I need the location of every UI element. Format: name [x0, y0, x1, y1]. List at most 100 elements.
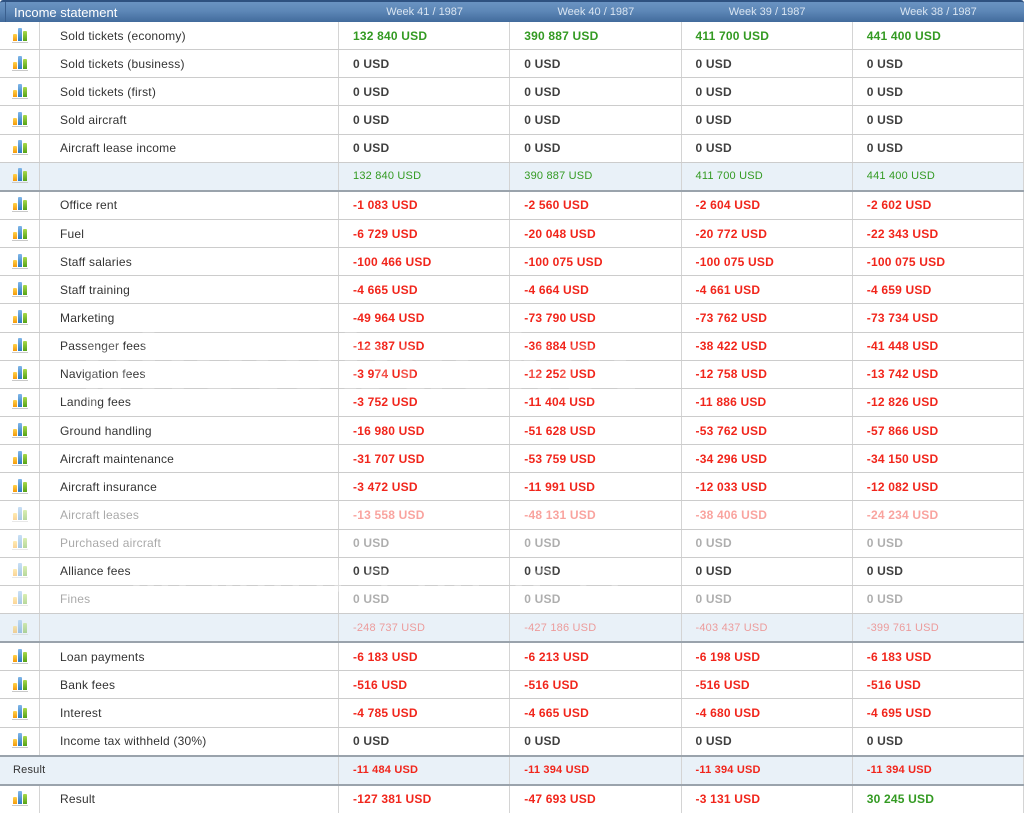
row-icon-cell — [0, 727, 40, 755]
row-value-week-40: 0 USD — [510, 529, 682, 557]
bar-chart-icon[interactable] — [11, 648, 28, 664]
bar-chart-icon[interactable] — [11, 450, 28, 466]
row-value-week-38: -12 082 USD — [853, 473, 1024, 501]
row-value-week-38: -11 394 USD — [853, 756, 1024, 784]
bar-chart-icon[interactable] — [11, 563, 28, 579]
row-label-cell: Alliance fees — [40, 557, 339, 585]
row-label: Income tax withheld (30%) — [60, 734, 207, 749]
row-value-week-38: -2 602 USD — [853, 191, 1024, 219]
row-value-week-38: 441 400 USD — [853, 162, 1024, 190]
row-value-week-39: 0 USD — [682, 557, 853, 585]
row-value-week-38: 0 USD — [853, 78, 1024, 106]
bar-chart-icon[interactable] — [11, 422, 28, 438]
row-value-week-40: -12 252 USD — [510, 360, 682, 388]
bar-chart-icon[interactable] — [11, 253, 28, 269]
bar-chart-icon[interactable] — [11, 225, 28, 241]
row-value-week-41: -516 USD — [339, 671, 511, 699]
table-row: Navigation fees -3 974 USD -12 252 USD -… — [0, 359, 1024, 388]
table-row: Ground handling -16 980 USD -51 628 USD … — [0, 415, 1024, 445]
table-row: Result -127 381 USD -47 693 USD -3 131 U… — [0, 783, 1024, 813]
row-label: Ground handling — [60, 423, 152, 438]
row-label-cell: Result — [40, 785, 339, 813]
bar-chart-icon[interactable] — [11, 591, 28, 607]
bar-chart-icon[interactable] — [11, 394, 28, 410]
row-icon-cell — [0, 785, 40, 813]
column-header-week-40: Week 40 / 1987 — [557, 6, 635, 18]
bar-chart-icon[interactable] — [11, 55, 28, 71]
row-label-cell: Staff salaries — [40, 248, 339, 276]
table-row: 132 840 USD 390 887 USD 411 700 USD 441 … — [0, 161, 1024, 190]
row-label-cell: Sold tickets (first) — [40, 78, 339, 106]
bar-chart-icon[interactable] — [11, 27, 28, 43]
table-row: Aircraft maintenance -31 707 USD -53 759… — [0, 444, 1024, 473]
table-row: Passenger fees -12 387 USD -36 884 USD -… — [0, 331, 1024, 360]
row-value-week-38: 0 USD — [853, 727, 1024, 755]
row-icon-cell — [0, 473, 40, 501]
row-value-week-41: 132 840 USD — [339, 162, 511, 190]
bar-chart-icon[interactable] — [11, 791, 28, 807]
bar-chart-icon[interactable] — [11, 619, 28, 635]
table-row: Loan payments -6 183 USD -6 213 USD -6 1… — [0, 641, 1024, 671]
bar-chart-icon[interactable] — [11, 478, 28, 494]
row-value-week-40: -11 991 USD — [510, 473, 682, 501]
row-label-cell: Staff training — [40, 276, 339, 304]
table-row: Staff salaries -100 466 USD -100 075 USD… — [0, 247, 1024, 276]
row-value-week-40: -20 048 USD — [510, 219, 682, 248]
table-row: Sold tickets (economy) 132 840 USD 390 8… — [0, 22, 1024, 50]
bar-chart-icon[interactable] — [11, 676, 28, 692]
row-value-week-38: 0 USD — [853, 529, 1024, 557]
bar-chart-icon[interactable] — [11, 168, 28, 184]
bar-chart-icon[interactable] — [11, 338, 28, 354]
row-value-week-41: -3 752 USD — [339, 388, 511, 416]
row-label-cell: Aircraft lease income — [40, 134, 339, 162]
row-icon-cell — [0, 529, 40, 557]
row-value-week-38: 0 USD — [853, 134, 1024, 162]
row-label: Fines — [60, 592, 91, 607]
table-row: Interest -4 785 USD -4 665 USD -4 680 US… — [0, 698, 1024, 727]
bar-chart-icon[interactable] — [11, 733, 28, 749]
row-value-week-38: -24 234 USD — [853, 501, 1024, 529]
row-label: Sold tickets (economy) — [60, 28, 186, 43]
row-icon-cell — [0, 360, 40, 388]
bar-chart-icon[interactable] — [11, 309, 28, 325]
row-label-cell: Sold tickets (business) — [40, 50, 339, 78]
bar-chart-icon[interactable] — [11, 704, 28, 720]
bar-chart-icon[interactable] — [11, 197, 28, 213]
bar-chart-icon[interactable] — [11, 366, 28, 382]
bar-chart-icon[interactable] — [11, 140, 28, 156]
row-value-week-41: -127 381 USD — [339, 785, 511, 813]
row-value-week-40: 390 887 USD — [510, 162, 682, 190]
bar-chart-icon[interactable] — [11, 281, 28, 297]
row-label-cell: Marketing — [40, 304, 339, 332]
row-icon-cell — [0, 106, 40, 134]
row-value-week-39: -38 422 USD — [682, 332, 853, 360]
row-value-week-39: -73 762 USD — [682, 304, 853, 332]
bar-chart-icon[interactable] — [11, 535, 28, 551]
row-label: Office rent — [60, 198, 118, 213]
row-value-week-39: 0 USD — [682, 529, 853, 557]
row-value-week-41: 0 USD — [339, 585, 511, 613]
row-value-week-40: -100 075 USD — [510, 248, 682, 276]
row-value-week-38: 0 USD — [853, 106, 1024, 134]
bar-chart-icon[interactable] — [11, 111, 28, 127]
row-value-week-41: -49 964 USD — [339, 304, 511, 332]
row-value-week-39: -12 758 USD — [682, 360, 853, 388]
table-row: Alliance fees 0 USD 0 USD 0 USD 0 USD — [0, 556, 1024, 585]
bar-chart-icon[interactable] — [11, 83, 28, 99]
row-value-week-40: 0 USD — [510, 585, 682, 613]
row-value-week-39: -4 680 USD — [682, 699, 853, 727]
row-icon-cell — [0, 416, 40, 445]
row-icon-cell — [0, 78, 40, 106]
row-label: Passenger fees — [60, 339, 147, 354]
row-label-cell: Interest — [40, 699, 339, 727]
row-value-week-38: 0 USD — [853, 50, 1024, 78]
row-value-week-38: -100 075 USD — [853, 248, 1024, 276]
row-value-week-39: -3 131 USD — [682, 785, 853, 813]
table-row: Bank fees -516 USD -516 USD -516 USD -51… — [0, 670, 1024, 699]
bar-chart-icon[interactable] — [11, 506, 28, 522]
row-value-week-39: -516 USD — [682, 671, 853, 699]
row-icon-cell — [0, 501, 40, 529]
row-value-week-39: 0 USD — [682, 106, 853, 134]
row-icon-cell — [0, 22, 40, 50]
row-value-week-39: -34 296 USD — [682, 445, 853, 473]
